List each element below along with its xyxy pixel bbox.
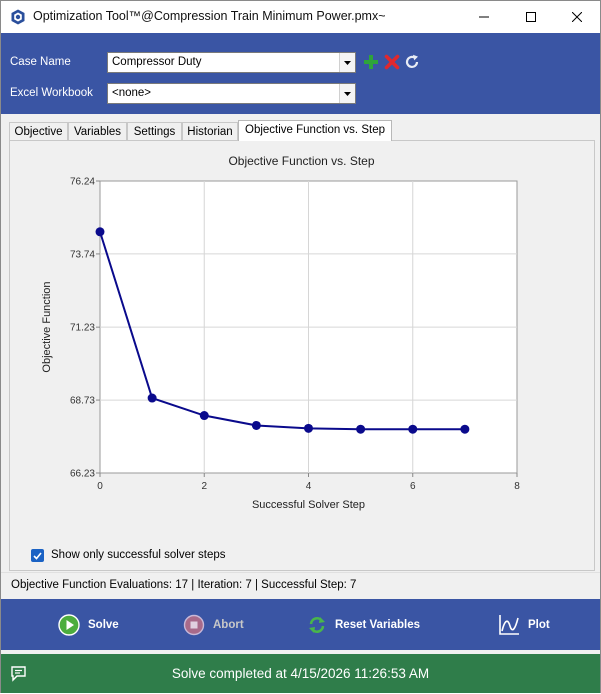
data-point — [95, 227, 105, 237]
data-point — [460, 424, 470, 434]
notification-bar: Solve completed at 4/15/2026 11:26:53 AM — [1, 654, 600, 693]
x-tick-label: 0 — [97, 481, 103, 492]
add-icon[interactable] — [363, 54, 379, 70]
title-bar: Optimization Tool™@Compression Train Min… — [1, 1, 600, 33]
x-tick-label: 4 — [306, 481, 312, 492]
close-icon — [572, 12, 582, 22]
y-tick-label: 76.24 — [70, 177, 95, 188]
case-name-dropdown[interactable]: Compressor Duty — [107, 52, 356, 73]
plot-label: Plot — [528, 619, 550, 631]
delete-icon[interactable] — [384, 54, 400, 70]
close-button[interactable] — [554, 1, 600, 33]
y-tick-label: 66.23 — [70, 469, 95, 480]
evaluation-status: Objective Function Evaluations: 17 | Ite… — [1, 572, 600, 599]
stop-icon — [183, 614, 205, 636]
reset-variables-label: Reset Variables — [335, 619, 421, 631]
series-line — [99, 231, 465, 431]
show-successful-label: Show only successful solver steps — [51, 549, 226, 561]
plot-icon — [499, 615, 519, 635]
data-point — [356, 424, 366, 434]
excel-workbook-value: <none> — [112, 87, 152, 99]
tab-objective-function-vs-step[interactable]: Objective Function vs. Step — [238, 120, 392, 141]
abort-label: Abort — [213, 619, 244, 631]
case-header: Case Name Compressor Duty Excel Workbook… — [1, 33, 600, 114]
data-point — [304, 423, 313, 433]
hexagon-app-icon — [11, 9, 25, 25]
abort-button[interactable]: Abort — [183, 613, 244, 637]
data-point — [199, 411, 209, 421]
data-point — [147, 393, 157, 403]
play-icon — [58, 614, 80, 636]
tab-historian[interactable]: Historian — [182, 122, 238, 141]
window-title: Optimization Tool™@Compression Train Min… — [33, 9, 386, 23]
x-axis-label: Successful Solver Step — [252, 499, 365, 511]
excel-workbook-label: Excel Workbook — [10, 87, 93, 99]
maximize-icon — [526, 12, 536, 22]
plot-button[interactable]: Plot — [498, 613, 550, 637]
evaluation-status-text: Objective Function Evaluations: 17 | Ite… — [11, 579, 357, 591]
y-tick-label: 73.74 — [70, 249, 95, 260]
maximize-button[interactable] — [508, 1, 554, 33]
tab-variables[interactable]: Variables — [68, 122, 127, 141]
reset-icon — [309, 617, 325, 633]
refresh-icon[interactable] — [404, 54, 420, 70]
solve-button[interactable]: Solve — [58, 613, 119, 637]
solve-label: Solve — [88, 619, 119, 631]
chevron-down-icon — [339, 84, 355, 103]
checkmark-icon — [33, 551, 42, 560]
y-tick-label: 68.73 — [70, 396, 95, 407]
minimize-button[interactable] — [461, 1, 507, 33]
data-point — [251, 420, 261, 430]
x-tick-label: 2 — [201, 481, 207, 492]
x-tick-label: 6 — [410, 481, 416, 492]
tab-settings[interactable]: Settings — [127, 122, 182, 141]
notification-message: Solve completed at 4/15/2026 11:26:53 AM — [171, 666, 430, 681]
y-tick-label: 71.23 — [70, 323, 95, 334]
chat-icon[interactable] — [10, 665, 27, 682]
tab-objective[interactable]: Objective — [9, 122, 68, 141]
excel-workbook-dropdown[interactable]: <none> — [107, 83, 356, 104]
action-bar: Solve Abort Reset Variables Plot — [1, 599, 600, 650]
chevron-down-icon — [339, 53, 355, 72]
case-name-label: Case Name — [10, 56, 71, 68]
show-successful-checkbox[interactable] — [31, 549, 44, 562]
y-axis-label: Objective Function — [41, 281, 53, 372]
reset-variables-button[interactable]: Reset Variables — [307, 613, 420, 637]
minimize-icon — [479, 16, 489, 18]
chart-title: Objective Function vs. Step — [228, 154, 375, 168]
x-tick-label: 8 — [514, 481, 520, 492]
case-name-value: Compressor Duty — [112, 56, 202, 68]
data-point — [408, 424, 418, 434]
